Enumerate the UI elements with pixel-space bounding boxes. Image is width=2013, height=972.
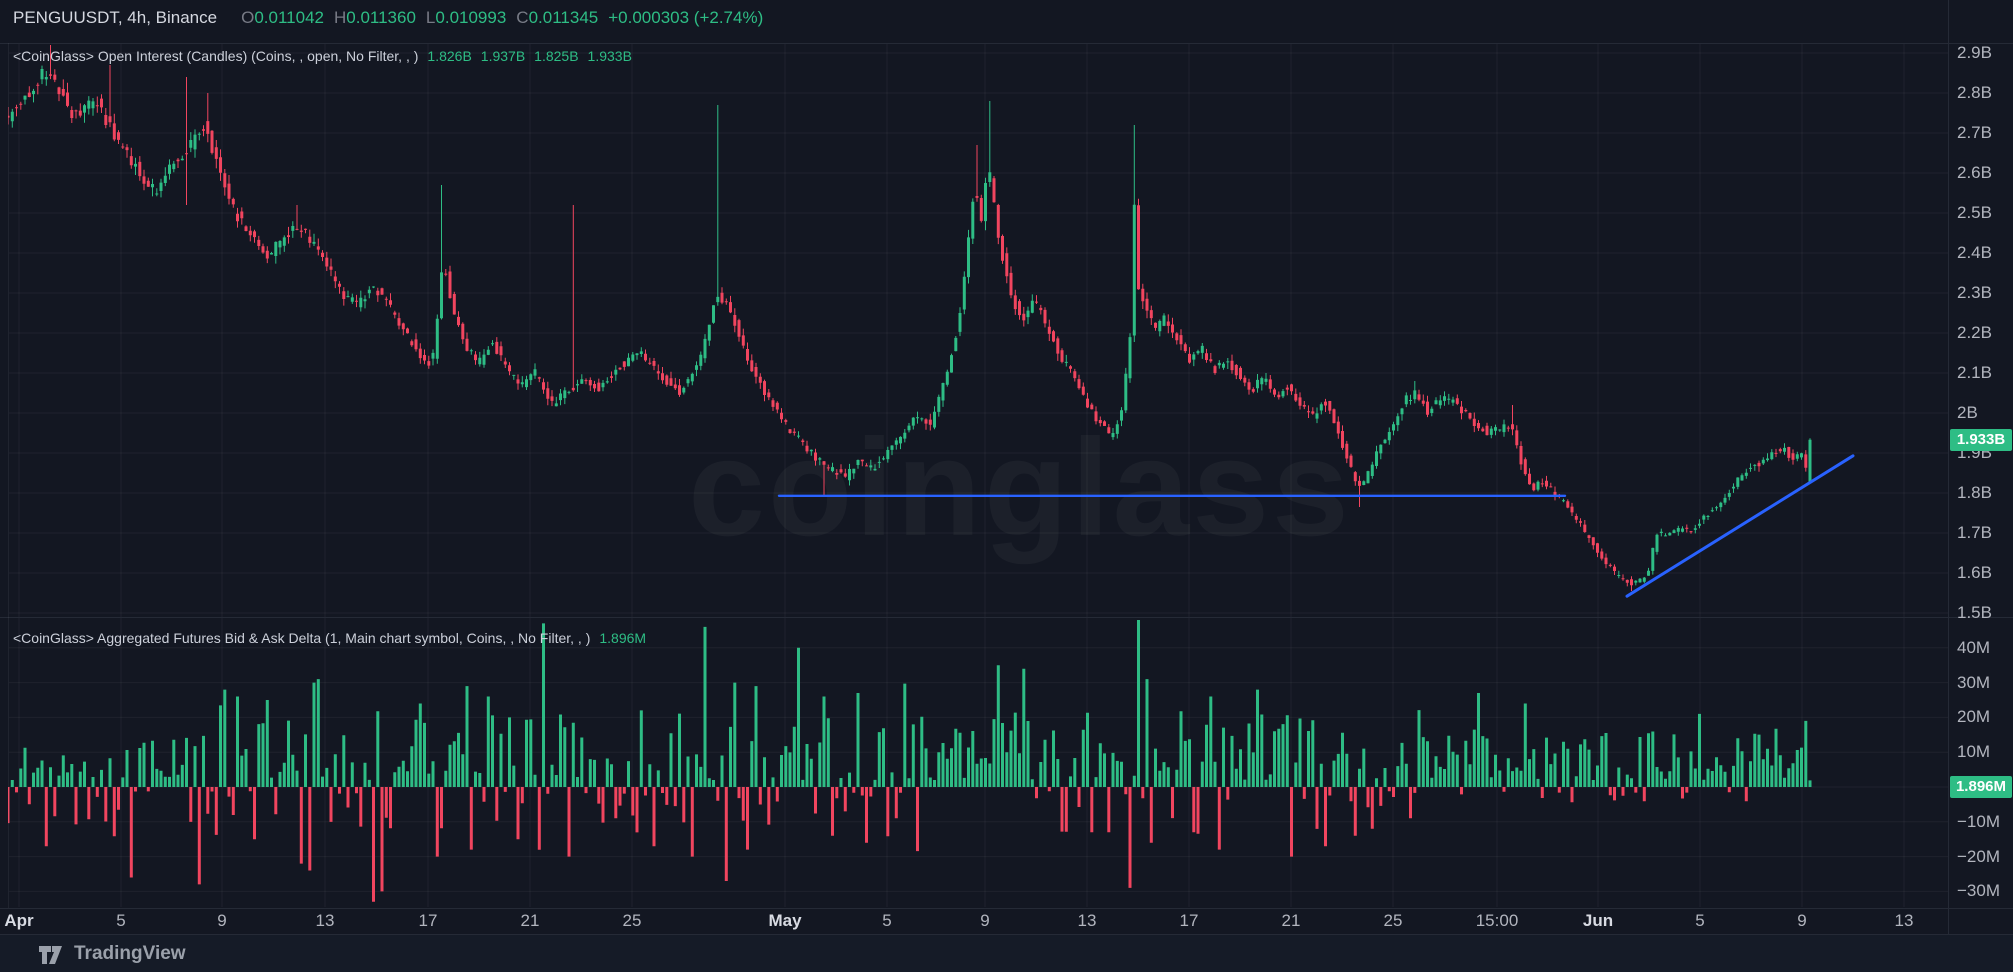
time-axis-label: 25 [1383,911,1403,930]
high-label: H [333,8,347,27]
oi-down-candle-bodies [8,74,1808,586]
price-axis-label: 2.3B [1957,283,1992,302]
oi-close-value: 1.933B [587,48,632,64]
price-axis-label: 2.5B [1957,203,1992,222]
oi-up-candle-wicks [11,65,1811,586]
oi-last-value-text: 1.933B [1956,431,2006,448]
time-axis-label: 5 [116,911,126,930]
time-axis-label: 13 [315,911,335,930]
oi-up-candle-bodies [10,69,1812,583]
grid-layer [9,44,1948,907]
delta-axis-label: −30M [1957,881,2000,901]
delta-current-value: 1.896M [599,630,647,646]
delta-axis-label: 10M [1957,742,1991,762]
time-axis-label: 21 [1281,911,1301,930]
time-axis-label: 13 [1894,911,1914,930]
tradingview-brand[interactable]: TradingView [74,942,186,964]
time-axis-label: 9 [217,911,227,930]
open-label: O [241,8,255,27]
delta-last-value-tag: 1.896M [1950,776,2012,798]
price-axis-label: 2.7B [1957,123,1992,142]
bid-ask-delta-pane[interactable] [7,620,1812,902]
time-axis-label: 17 [1179,911,1199,930]
close-value: 0.011345 [528,8,599,27]
price-axis-label: 2.9B [1957,43,1992,62]
low-value: 0.010993 [435,8,507,27]
open-interest-legend: <CoinGlass> Open Interest (Candles) (Coi… [13,48,632,64]
oi-last-value-tag: 1.933B [1950,429,2012,451]
price-axis-label: 2.8B [1957,83,1992,102]
time-axis-label: 17 [418,911,438,930]
time-axis-label: May [768,911,802,930]
high-value: 0.011360 [346,8,416,27]
low-label: L [425,8,436,27]
open-interest-legend-title[interactable]: <CoinGlass> Open Interest (Candles) (Coi… [13,48,419,64]
oi-open-value: 1.826B [427,48,472,64]
price-axis-label: 2.4B [1957,243,1992,262]
time-axis-label: 13 [1077,911,1097,930]
time-axis-label: 9 [980,911,990,930]
delta-axis-label: 20M [1957,707,1991,727]
symbol-legend: PENGUUSDT, 4h, Binance O0.011042 H0.011360… [13,8,763,28]
time-axis-label: Jun [1582,911,1614,930]
ascending-trendline[interactable] [1625,454,1855,598]
price-axis-label: 1.6B [1957,563,1992,582]
time-axis-label: 9 [1797,911,1807,930]
open-value: 0.011042 [254,8,324,27]
close-label: C [516,8,529,27]
time-axis-label: Apr [4,911,34,930]
delta-legend-title[interactable]: <CoinGlass> Aggregated Futures Bid & Ask… [13,630,591,646]
price-axis-label: 1.8B [1957,483,1992,502]
open-interest-pane[interactable] [7,45,1855,598]
delta-legend: <CoinGlass> Aggregated Futures Bid & Ask… [13,630,646,646]
delta-axis-label: −20M [1957,846,2000,866]
tradingview-logo-icon[interactable] [38,943,64,965]
delta-last-value-text: 1.896M [1955,778,2007,795]
time-axis-label: 21 [520,911,540,930]
time-axis-label: 5 [882,911,892,930]
delta-axis-label: 40M [1957,637,1991,657]
time-axis-label: 15:00 [1475,911,1519,930]
time-axis-label: 5 [1695,911,1705,930]
delta-axis-label: 30M [1957,672,1991,692]
delta-negative-bars [8,787,1748,902]
price-axis-label: 2.1B [1957,363,1992,382]
oi-down-candle-wicks [8,45,1807,591]
price-axis-label: 2.6B [1957,163,1992,182]
price-axis-label: 1.5B [1957,603,1992,622]
time-axis-label: 25 [622,911,642,930]
oi-low-value: 1.825B [534,48,579,64]
price-axis-label: 2.2B [1957,323,1992,342]
delta-axis-label: −10M [1957,811,2000,831]
price-axis-label: 1.7B [1957,523,1992,542]
footer-bar: TradingView [0,934,2013,972]
change-value: +0.000303 (+2.74%) [608,8,764,27]
price-axis-label: 2B [1957,403,1978,422]
symbol-title[interactable]: PENGUUSDT, 4h, Binance [13,8,218,27]
oi-high-value: 1.937B [480,48,526,64]
